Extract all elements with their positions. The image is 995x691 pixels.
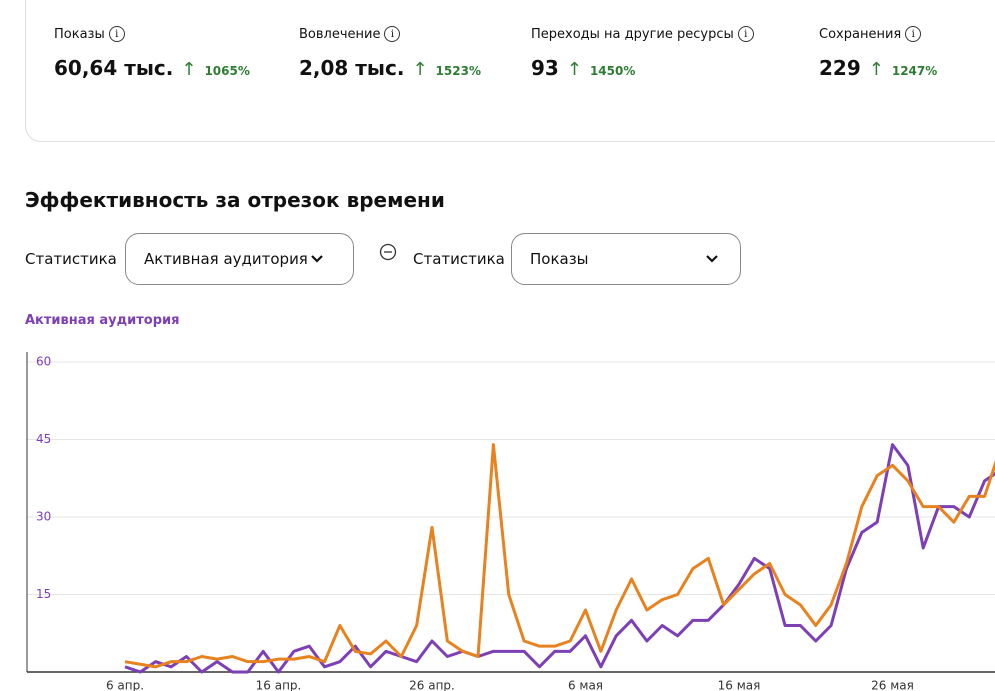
info-icon: i — [737, 26, 754, 42]
metric-value-text: 229 — [819, 56, 861, 80]
metric-label-text: Сохранения — [819, 26, 902, 42]
metric-change: 1065% — [204, 64, 250, 78]
up-arrow: ↑ — [181, 59, 197, 80]
metric-value: 60,64 тыс. ↑ 1065% — [54, 56, 250, 80]
metric-select[interactable]: Активная аудитория — [125, 233, 354, 285]
metrics-card — [25, 0, 995, 142]
x-tick-label: 26 апр. — [409, 679, 455, 691]
info-icon: i — [905, 26, 922, 42]
metric-label-text: Переходы на другие ресурсы — [531, 26, 734, 42]
metric-change: 1247% — [891, 64, 938, 78]
info-icon: i — [384, 26, 401, 42]
x-tick-label: 16 мая — [718, 679, 761, 691]
chevron — [311, 255, 323, 263]
series-label: Активная аудитория — [25, 313, 180, 328]
metric-label: Вовлечение i — [299, 26, 401, 42]
chevron — [706, 255, 718, 263]
metric-value-text: 93 — [531, 56, 559, 80]
series-line — [124, 443, 995, 669]
metric-value: 2,08 тыс. ↑ 1523% — [299, 56, 481, 80]
metric-label: Показы i — [54, 26, 125, 42]
y-tick-label: 30 — [36, 510, 51, 524]
metric-label-text: Показы — [54, 26, 105, 42]
metric-value-text: 2,08 тыс. — [299, 56, 405, 80]
up-arrow: ↑ — [868, 59, 884, 80]
stat-label: Статистика — [25, 250, 117, 268]
remove-icon[interactable] — [379, 243, 397, 261]
x-tick-label: 16 апр. — [256, 679, 302, 691]
metric-label: Переходы на другие ресурсы i — [531, 26, 754, 42]
metric-value: 93 ↑ 1450% — [531, 56, 635, 80]
metric-change: 1450% — [589, 64, 636, 78]
metric-select[interactable]: Показы — [511, 233, 741, 285]
select-text: Показы — [530, 250, 589, 268]
metric-label-text: Вовлечение — [299, 26, 381, 42]
y-tick-label: 60 — [36, 355, 51, 369]
up-arrow: ↑ — [566, 59, 582, 80]
section-title: Эффективность за отрезок времени — [25, 188, 445, 212]
metric-change: 1523% — [435, 64, 481, 78]
metric-value-text: 60,64 тыс. — [54, 56, 174, 80]
select-text: Активная аудитория — [144, 250, 308, 268]
y-tick-label: 45 — [36, 432, 51, 446]
metric-label: Сохранения i — [819, 26, 922, 42]
metric-value: 229 ↑ 1247% — [819, 56, 937, 80]
x-tick-label: 6 мая — [568, 679, 603, 691]
x-tick-label: 6 апр. — [106, 679, 144, 691]
x-tick-label: 26 мая — [871, 679, 914, 691]
y-tick-label: 15 — [36, 587, 51, 601]
up-arrow: ↑ — [412, 59, 428, 80]
stat-label: Статистика — [413, 250, 505, 268]
series-line — [124, 443, 995, 674]
info-icon: i — [108, 26, 125, 42]
